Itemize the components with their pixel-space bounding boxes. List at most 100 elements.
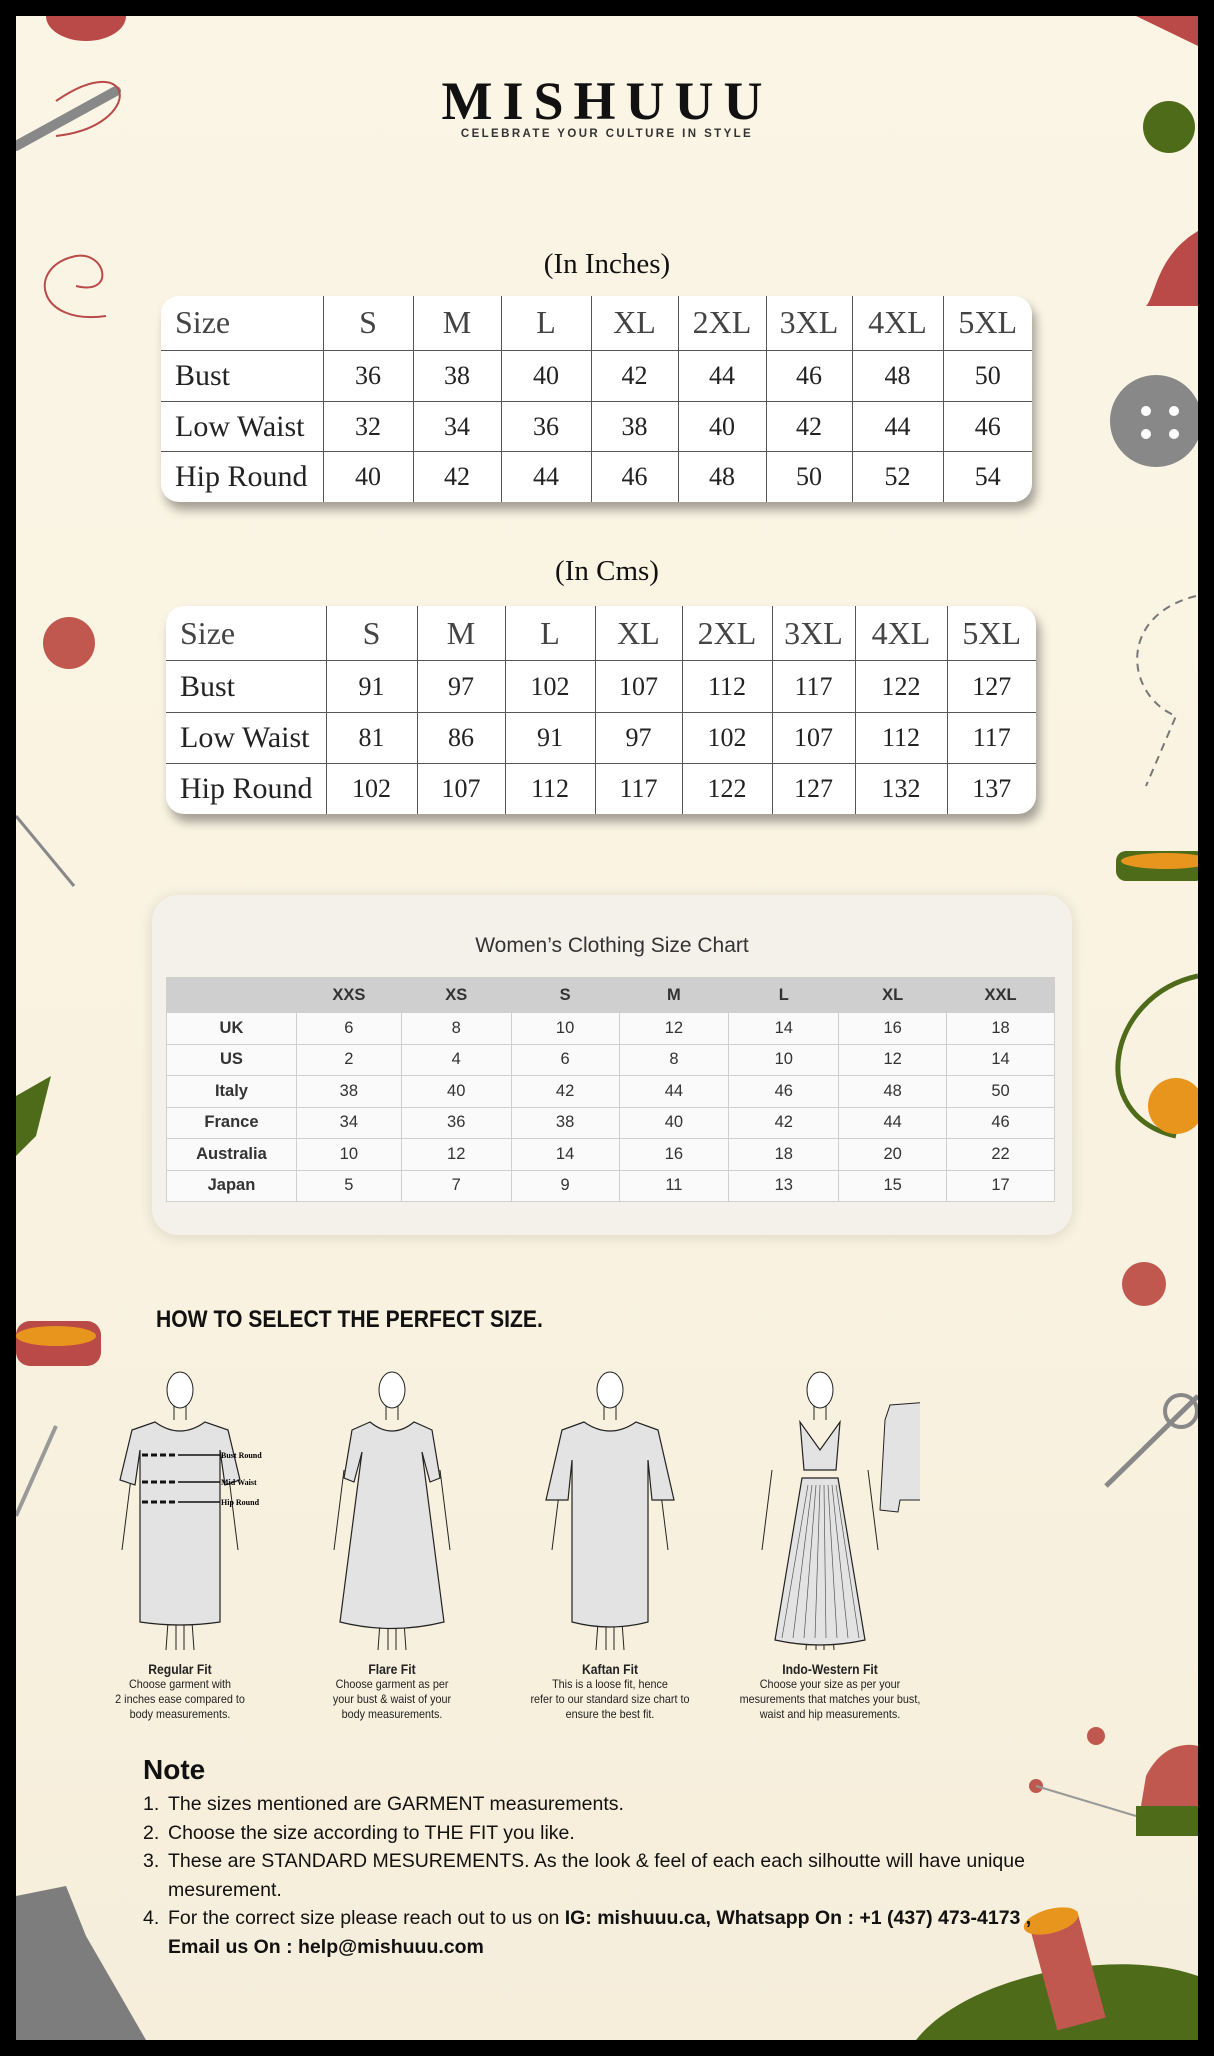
brand-tagline: CELEBRATE YOUR CULTURE IN STYLE [460,128,754,140]
column-header: M [416,606,506,662]
fit-description: Choose garment with [128,1677,232,1691]
sewing-decorations [16,16,1198,2040]
column-header: 2XL [681,606,773,662]
note-item: 2. Choose the size according to THE FIT y… [143,1819,1043,1848]
table-cell: 14 [510,1138,620,1171]
fit-description: refer to our standard size chart to [530,1692,690,1706]
table-cell: 46 [942,400,1032,453]
table-cell: 44 [838,1106,948,1139]
table-cell: 107 [594,660,683,713]
column-header: 3XL [765,296,853,351]
table-cell: 20 [838,1138,948,1171]
column-header: L [504,606,596,662]
fit-description: Choose your size as per your [759,1677,901,1691]
table-cell: 6 [510,1043,620,1076]
table-cell: 36 [500,400,592,453]
table-cell: 34 [412,400,502,453]
table-cell: 13 [728,1169,840,1202]
fit-illustration [761,1371,920,1651]
column-header: XXL [946,977,1055,1013]
note-text-wrap: The sizes mentioned are GARMENT measurem… [168,1790,624,1819]
table-cell: 50 [946,1075,1055,1108]
table-cell: 48 [851,349,944,402]
womens-chart-title: Women’s Clothing Size Chart [475,934,749,957]
column-header: XL [594,606,683,662]
header-row: Size S M L XL 2XL 3XL 4XL 5XL [161,296,1032,351]
table-cell: 122 [681,762,773,814]
header-row: Size S M L XL 2XL 3XL 4XL 5XL [166,606,1036,662]
table-cell: 17 [946,1169,1055,1202]
table-cell: 132 [854,762,948,814]
fit-description: your bust & waist of your [332,1692,452,1706]
note-text: Choose the size according to THE FIT you… [168,1821,575,1844]
table-cell: 18 [728,1138,840,1171]
table-cell: 40 [500,349,592,402]
column-header: XXS [295,977,402,1013]
note-number: 1. [143,1793,160,1815]
fit-description: mesurements that matches your bust, [739,1692,921,1706]
table-cell: 91 [504,711,596,764]
note-item: 3. These are STANDARD MESUREMENTS. As the… [143,1847,1043,1904]
table-cell: 18 [946,1012,1055,1045]
column-header [166,977,297,1013]
column-header: M [412,296,502,351]
table-cell: 38 [295,1075,402,1108]
fit-caption: Indo-Western Fit Choose your size as per … [722,1662,938,1722]
row-label: France [166,1106,297,1139]
note-text: For the correct size please reach out to… [168,1907,565,1929]
table-row: Low Waist 32 34 36 38 40 42 44 46 [161,400,1032,453]
note-text: The sizes mentioned are GARMENT measurem… [168,1793,624,1815]
table-cell: 38 [590,400,679,453]
table-cell: 48 [677,451,767,502]
table-cell: 127 [771,762,856,814]
table-cell: 102 [681,711,773,764]
table-cell: 40 [618,1106,730,1139]
column-header: S [325,606,418,662]
table-cell: 107 [771,711,856,764]
table-cell: 10 [728,1043,840,1076]
table-cell: 12 [838,1043,948,1076]
table-cell: 10 [510,1012,620,1045]
table-cell: 34 [295,1106,402,1139]
table-cell: 122 [854,660,948,713]
row-label: Italy [166,1075,297,1108]
fit-illustration [545,1371,675,1651]
column-header: 5XL [946,606,1036,662]
table-row: Japan 5 7 9 11 13 15 17 [166,1169,1055,1202]
table-cell: 42 [510,1075,620,1108]
table-cell: 107 [416,762,506,814]
inches-title: (In Inches) [543,248,671,280]
table-cell: 48 [838,1075,948,1108]
table-cell: 38 [510,1106,620,1139]
row-label: Low Waist [161,400,324,453]
fit-illustration: Bust Round Mid Waist Hip Round [119,1371,262,1651]
fit-description: body measurements. [341,1707,443,1721]
column-header: 4XL [854,606,948,662]
column-header: 3XL [771,606,856,662]
column-header: S [322,296,414,351]
table-cell: 15 [838,1169,948,1202]
table-row: Bust 36 38 40 42 44 46 48 50 [161,349,1032,402]
note-text-wrap: For the correct size please reach out to… [168,1904,1043,1961]
table-row: US 2 4 6 8 10 12 14 [166,1043,1055,1076]
table-cell: 16 [838,1012,948,1045]
table-cell: 32 [322,400,414,453]
table-row: Hip Round 40 42 44 46 48 50 52 54 [161,451,1032,502]
table-cell: 50 [765,451,853,502]
table-cell: 42 [412,451,502,502]
fit-caption: Kaftan Fit This is a loose fit, hence refe… [502,1662,718,1722]
measure-label: Hip Round [221,1498,260,1507]
note-number: 4. [143,1907,160,1929]
contact-info: IG: mishuuu.ca, Whatsapp On : +1 (437) 4… [168,1907,1032,1958]
table-cell: 42 [590,349,679,402]
row-label: Bust [161,349,324,402]
table-cell: 42 [765,400,853,453]
table-row: France 34 36 38 40 42 44 46 [166,1106,1055,1139]
table-cell: 86 [416,711,506,764]
table-cell: 117 [594,762,683,814]
table-cell: 6 [295,1012,402,1045]
table-cell: 40 [322,451,414,502]
row-label: Bust [166,660,327,713]
womens-size-table: XXS XS S M L XL XXL UK 6 8 10 12 14 16 18 US 2 4 6 8 10 12 14 I… [166,977,1055,1202]
note-number: 2. [143,1821,160,1844]
